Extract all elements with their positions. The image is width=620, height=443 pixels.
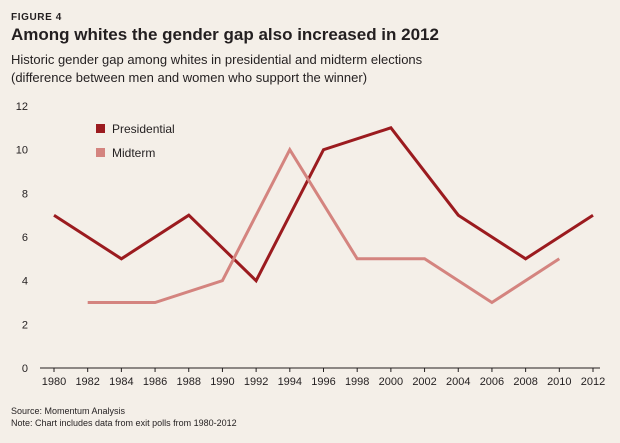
series-line-presidential bbox=[53, 126, 594, 284]
x-tick-label: 2012 bbox=[581, 376, 605, 388]
chart-legend: Presidential Midterm bbox=[96, 122, 175, 160]
x-tick-label: 1986 bbox=[143, 376, 167, 388]
legend-swatch-presidential bbox=[96, 124, 105, 133]
legend-swatch-midterm bbox=[96, 148, 105, 157]
legend-label-presidential: Presidential bbox=[112, 122, 175, 136]
y-tick-label: 12 bbox=[16, 101, 28, 113]
chart-subtitle: Historic gender gap among whites in pres… bbox=[11, 51, 422, 87]
y-tick-label: 0 bbox=[22, 363, 28, 375]
y-tick-label: 10 bbox=[16, 145, 28, 157]
figure-label: FIGURE 4 bbox=[11, 12, 62, 23]
x-tick-label: 1994 bbox=[278, 376, 302, 388]
chart-title: Among whites the gender gap also increas… bbox=[11, 25, 439, 44]
legend-label-midterm: Midterm bbox=[112, 146, 155, 160]
y-tick-label: 4 bbox=[22, 276, 28, 288]
x-tick-label: 1980 bbox=[42, 376, 66, 388]
x-tick-label: 1988 bbox=[177, 376, 201, 388]
subtitle-line-1: Historic gender gap among whites in pres… bbox=[11, 52, 423, 67]
x-tick-label: 1982 bbox=[75, 376, 99, 388]
y-tick-label: 2 bbox=[22, 319, 28, 331]
series-layer bbox=[53, 126, 594, 305]
x-tick-label: 2002 bbox=[412, 376, 436, 388]
x-tick-label: 2004 bbox=[446, 376, 470, 388]
data-note: Note: Chart includes data from exit poll… bbox=[11, 418, 237, 428]
x-tick-label: 2010 bbox=[547, 376, 571, 388]
subtitle-line-2: (difference between men and women who su… bbox=[11, 70, 368, 85]
series-line-midterm bbox=[87, 146, 561, 305]
x-tick-label: 1984 bbox=[109, 376, 133, 388]
chart-notes: Source: Momentum Analysis Note: Chart in… bbox=[11, 405, 237, 429]
x-tick-label: 1998 bbox=[345, 376, 369, 388]
x-tick-label: 2008 bbox=[513, 376, 537, 388]
source-note: Source: Momentum Analysis bbox=[11, 406, 126, 416]
y-tick-label: 8 bbox=[22, 188, 28, 200]
chart-axes: 0 2 4 6 8 10 12 1980 1982 1984 1986 1988 1990 1992 199… bbox=[16, 101, 605, 388]
y-tick-label: 6 bbox=[22, 232, 28, 244]
x-tick-label: 1990 bbox=[210, 376, 234, 388]
x-tick-label: 1996 bbox=[311, 376, 335, 388]
x-tick-label: 1992 bbox=[244, 376, 268, 388]
x-tick-label: 2006 bbox=[480, 376, 504, 388]
x-tick-label: 2000 bbox=[379, 376, 403, 388]
